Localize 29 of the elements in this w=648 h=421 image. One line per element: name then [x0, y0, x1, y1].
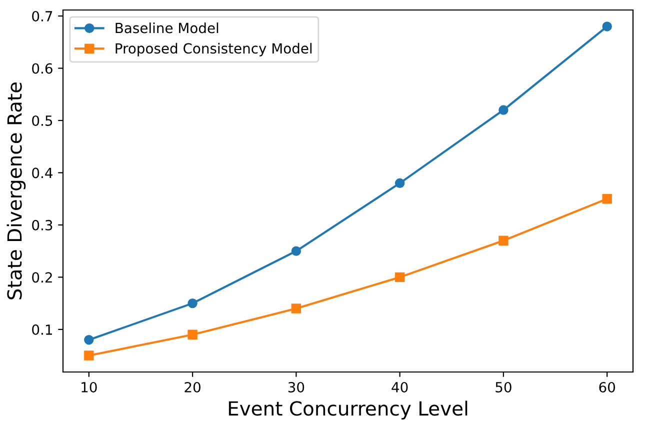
x-axis-title: Event Concurrency Level — [228, 400, 468, 420]
point — [498, 236, 508, 246]
x-tick-label: 50 — [496, 382, 512, 392]
x-tick-label: 60 — [599, 382, 616, 392]
point — [602, 22, 612, 32]
point — [84, 335, 94, 345]
point — [188, 330, 198, 340]
point — [84, 350, 94, 360]
y-tick-label: 0.1 — [32, 324, 52, 335]
x-tick-label: 40 — [392, 382, 408, 392]
point — [602, 194, 612, 204]
point — [291, 304, 302, 314]
point — [394, 178, 405, 188]
y-tick-label: 0.5 — [32, 115, 52, 126]
legend-label: Proposed Consistency Model — [116, 42, 312, 56]
x-tick-label: 30 — [288, 382, 304, 392]
legend-label: Baseline Model — [116, 22, 218, 34]
y-tick-label: 0.7 — [32, 10, 52, 22]
point — [498, 105, 508, 115]
point — [394, 272, 405, 282]
y-tick-label: 0.4 — [32, 168, 52, 178]
y-axis-title: State Divergence Rate — [6, 82, 26, 300]
x-tick-label: 10 — [82, 382, 97, 392]
y-tick-label: 0.3 — [32, 220, 52, 230]
point — [291, 246, 302, 256]
y-tick-label: 0.2 — [32, 272, 52, 283]
point — [188, 298, 198, 308]
x-tick-label: 20 — [184, 382, 200, 392]
y-tick-label: 0.6 — [32, 63, 52, 74]
